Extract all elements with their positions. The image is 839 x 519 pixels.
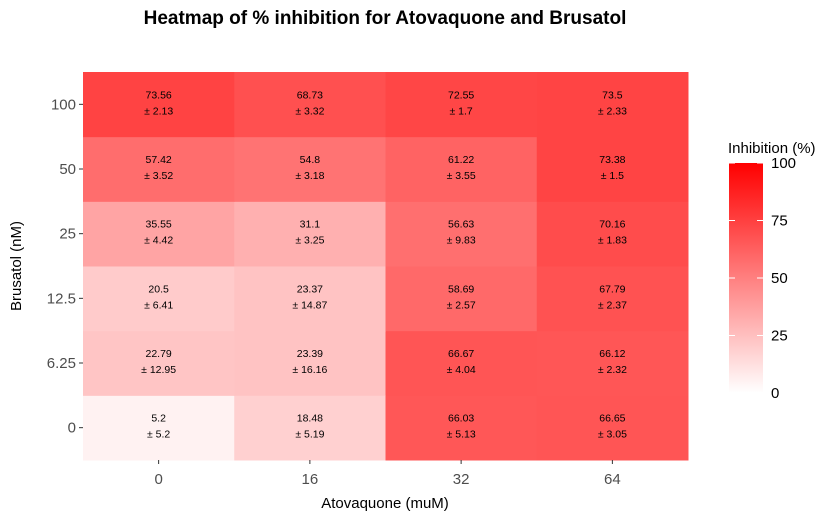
heatmap-cell [385,395,538,461]
x-tick-label: 32 [453,471,470,488]
x-axis-title: Atovaquone (muM) [321,495,449,512]
cell-value-label: 66.65 [599,413,625,425]
cell-value-label: 73.56 [145,89,171,101]
cell-value-label: 23.39 [297,348,323,360]
cell-value-label: 68.73 [297,89,323,101]
cell-error-label: ± 3.52 [144,170,173,182]
cell-error-label: ± 6.41 [144,299,173,311]
cell-value-label: 22.79 [145,348,171,360]
cell-value-label: 66.03 [448,413,474,425]
cell-error-label: ± 3.25 [295,235,324,247]
cell-error-label: ± 2.57 [447,299,476,311]
cell-error-label: ± 12.95 [141,364,176,376]
heatmap-cell [536,136,689,202]
cell-value-label: 5.2 [151,413,166,425]
cell-value-label: 20.5 [148,283,169,295]
cell-error-label: ± 9.83 [447,235,476,247]
heatmap-cell-labels: 5.2 ± 5.2 18.48 ± 5.19 66.03 ± 5.13 66.65 ± 3.0… [141,89,627,440]
heatmap-cell [536,266,689,332]
cell-value-label: 66.12 [599,348,625,360]
y-tick-label: 100 [51,96,76,113]
cell-error-label: ± 2.37 [598,299,627,311]
heatmap-cell [234,266,386,332]
heatmap-cell [83,72,235,138]
heatmap-cell [234,72,386,138]
legend-tick-label: 25 [771,328,788,345]
cell-value-label: 67.79 [599,283,625,295]
cell-value-label: 61.22 [448,154,474,166]
x-tick-label: 0 [154,471,162,488]
heatmap-cell [83,136,235,202]
y-axis: 0 6.25 12.5 25 50 100 [47,96,83,437]
cell-error-label: ± 2.13 [144,105,173,117]
heatmap-cell [234,136,386,202]
cell-error-label: ± 4.04 [447,364,476,376]
cell-value-label: 31.1 [300,219,321,231]
legend-tick-label: 100 [771,155,796,172]
cell-value-label: 54.8 [300,154,321,166]
legend-tick-label: 75 [771,213,788,230]
cell-error-label: ± 3.18 [295,170,324,182]
cell-error-label: ± 14.87 [292,299,327,311]
cell-error-label: ± 2.33 [598,105,627,117]
heatmap-cell [385,266,538,332]
y-tick-label: 6.25 [47,355,76,372]
cell-error-label: ± 3.05 [598,429,627,441]
x-tick-label: 16 [302,471,319,488]
cell-error-label: ± 5.2 [147,429,170,441]
cell-value-label: 57.42 [145,154,171,166]
heatmap-cell [536,201,689,267]
heatmap-cell [234,201,386,267]
y-tick-label: 12.5 [47,290,76,307]
cell-value-label: 70.16 [599,219,625,231]
heatmap-cell [536,395,689,461]
cell-error-label: ± 2.32 [598,364,627,376]
cell-error-label: ± 1.7 [449,105,472,117]
y-tick-label: 0 [68,420,76,437]
legend-title: Inhibition (%) [728,140,816,157]
heatmap-cell [385,201,538,267]
heatmap-cell [385,72,538,138]
cell-error-label: ± 5.13 [447,429,476,441]
y-axis-title: Brusatol (nM) [8,221,25,311]
heatmap-cell [83,266,235,332]
legend: Inhibition (%) 0 25 50 75 100 [728,140,816,402]
legend-tick-label: 0 [771,385,779,402]
cell-value-label: 73.38 [599,154,625,166]
cell-error-label: ± 4.42 [144,235,173,247]
legend-tick-label: 50 [771,270,788,287]
heatmap-cell [83,395,235,461]
cell-value-label: 72.55 [448,89,474,101]
y-tick-label: 50 [59,161,76,178]
cell-value-label: 18.48 [297,413,323,425]
cell-error-label: ± 5.19 [295,429,324,441]
cell-value-label: 58.69 [448,283,474,295]
x-axis: 0 16 32 64 [154,460,621,488]
cell-error-label: ± 3.32 [295,105,324,117]
x-tick-label: 64 [604,471,621,488]
heatmap-cell [385,330,538,396]
chart-title: Heatmap of % inhibition for Atovaquone a… [144,8,627,29]
cell-error-label: ± 1.83 [598,235,627,247]
cell-value-label: 73.5 [602,89,623,101]
heatmap-cell [83,330,235,396]
heatmap-cell [536,330,689,396]
heatmap-cell [385,136,538,202]
cell-error-label: ± 16.16 [292,364,327,376]
heatmap-cell [83,201,235,267]
cell-error-label: ± 1.5 [601,170,624,182]
heatmap-cell [536,72,689,138]
y-tick-label: 25 [59,226,76,243]
cell-value-label: 66.67 [448,348,474,360]
cell-error-label: ± 3.55 [447,170,476,182]
cell-value-label: 23.37 [297,283,323,295]
heatmap-cell [234,395,386,461]
cell-value-label: 35.55 [145,219,171,231]
cell-value-label: 56.63 [448,219,474,231]
heatmap-cells [83,72,689,461]
heatmap-cell [234,330,386,396]
